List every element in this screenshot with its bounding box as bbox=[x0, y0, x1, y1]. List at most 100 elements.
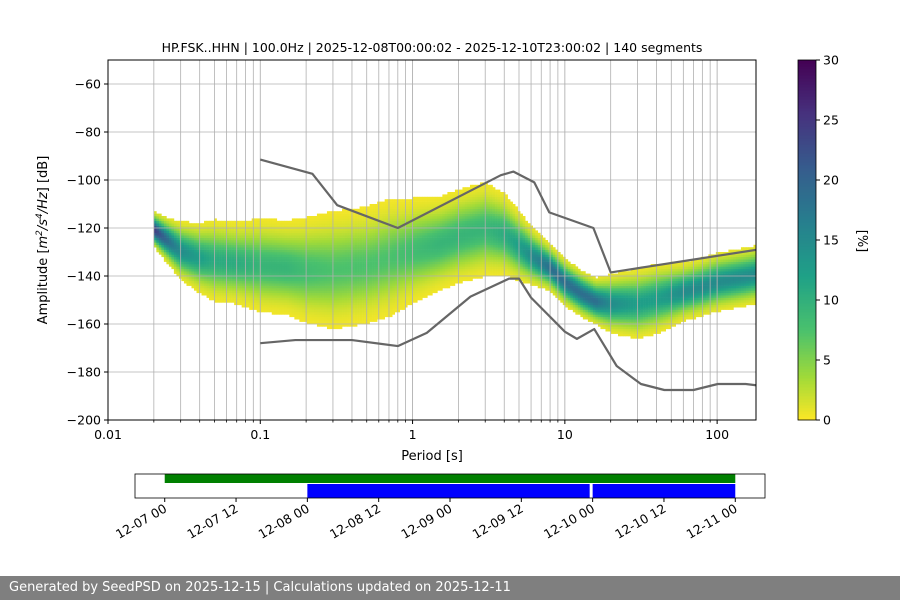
heatmap-cell bbox=[296, 307, 300, 310]
heatmap-cell bbox=[432, 244, 436, 248]
heatmap-cell bbox=[204, 283, 207, 286]
heatmap-cell bbox=[452, 194, 456, 198]
heatmap-cell bbox=[221, 271, 225, 274]
heatmap-cell bbox=[249, 256, 252, 260]
heatmap-cell bbox=[334, 280, 338, 284]
heatmap-cell bbox=[437, 249, 441, 253]
heatmap-cell bbox=[357, 235, 360, 238]
heatmap-cell bbox=[183, 223, 187, 226]
heatmap-cell bbox=[464, 266, 468, 270]
heatmap-cell bbox=[362, 309, 365, 313]
heatmap-cell bbox=[359, 247, 363, 250]
heatmap-cell bbox=[447, 211, 451, 214]
heatmap-cell bbox=[467, 216, 471, 219]
heatmap-cell bbox=[296, 259, 300, 262]
heatmap-cell bbox=[459, 271, 463, 274]
heatmap-cell bbox=[432, 283, 436, 286]
heatmap-cell bbox=[357, 252, 360, 255]
heatmap-cell bbox=[352, 268, 355, 272]
heatmap-cell bbox=[296, 252, 300, 255]
heatmap-cell bbox=[166, 256, 170, 260]
heatmap-cell bbox=[236, 228, 240, 231]
heatmap-cell bbox=[309, 304, 313, 308]
heatmap-cell bbox=[314, 252, 318, 255]
heatmap-cell bbox=[191, 249, 195, 253]
heatmap-cell bbox=[419, 276, 423, 279]
heatmap-cell bbox=[454, 271, 458, 274]
heatmap-cell bbox=[357, 316, 360, 320]
heatmap-cell bbox=[234, 247, 237, 250]
heatmap-cell bbox=[452, 280, 456, 284]
heatmap-cell bbox=[291, 307, 295, 310]
heatmap-cell bbox=[372, 300, 375, 303]
heatmap-cell bbox=[424, 206, 428, 210]
heatmap-cell bbox=[369, 268, 373, 272]
heatmap-cell bbox=[166, 252, 170, 255]
heatmap-cell bbox=[337, 314, 340, 318]
heatmap-cell bbox=[269, 288, 273, 291]
heatmap-cell bbox=[321, 247, 325, 250]
heatmap-cell bbox=[389, 300, 393, 303]
heatmap-cell bbox=[331, 302, 335, 306]
heatmap-cell bbox=[449, 264, 453, 267]
heatmap-cell bbox=[339, 235, 343, 238]
heatmap-cell bbox=[382, 314, 385, 318]
heatmap-cell bbox=[357, 216, 360, 219]
heatmap-cell bbox=[402, 216, 406, 219]
heatmap-cell bbox=[419, 256, 423, 260]
heatmap-cell bbox=[442, 276, 446, 279]
heatmap-cell bbox=[306, 268, 310, 272]
heatmap-cell bbox=[296, 220, 300, 224]
heatmap-cell bbox=[462, 256, 466, 260]
heatmap-cell bbox=[339, 295, 343, 298]
heatmap-cell bbox=[281, 283, 285, 286]
heatmap-cell bbox=[316, 254, 320, 258]
heatmap-cell bbox=[229, 237, 232, 241]
heatmap-cell bbox=[442, 273, 446, 277]
heatmap-cell bbox=[286, 223, 290, 226]
heatmap-cell bbox=[274, 228, 278, 231]
heatmap-cell bbox=[369, 312, 373, 315]
heatmap-cell bbox=[372, 232, 375, 236]
heatmap-cell bbox=[209, 264, 212, 267]
heatmap-cell bbox=[188, 223, 192, 226]
heatmap-cell bbox=[324, 314, 328, 318]
heatmap-cell bbox=[364, 302, 368, 306]
heatmap-cell bbox=[349, 321, 353, 325]
heatmap-cell bbox=[176, 264, 180, 267]
heatmap-cell bbox=[409, 292, 413, 296]
heatmap-cell bbox=[284, 252, 288, 255]
heatmap-cell bbox=[231, 276, 235, 279]
heatmap-cell bbox=[331, 285, 335, 289]
heatmap-cell bbox=[241, 230, 245, 234]
heatmap-cell bbox=[389, 199, 393, 202]
psd-plot-area: 0.01 0.1 1 10 100 −200−180−160−140−120−100−8… bbox=[67, 59, 757, 442]
heatmap-cell bbox=[284, 220, 288, 224]
heatmap-cell bbox=[417, 247, 421, 250]
heatmap-cell bbox=[299, 276, 303, 279]
heatmap-cell bbox=[231, 240, 235, 243]
heatmap-cell bbox=[422, 290, 426, 294]
heatmap-cell bbox=[306, 319, 310, 322]
heatmap-cell bbox=[314, 256, 318, 260]
heatmap-cell bbox=[294, 235, 298, 238]
heatmap-cell bbox=[183, 235, 187, 238]
heatmap-cell bbox=[156, 216, 160, 219]
heatmap-cell bbox=[469, 228, 473, 231]
heatmap-cell bbox=[399, 256, 403, 260]
heatmap-cell bbox=[231, 244, 235, 248]
heatmap-cell bbox=[161, 220, 165, 224]
heatmap-cell bbox=[319, 252, 323, 255]
heatmap-cell bbox=[256, 268, 260, 272]
heatmap-cell bbox=[424, 252, 428, 255]
heatmap-cell bbox=[249, 268, 252, 272]
heatmap-cell bbox=[188, 232, 192, 236]
heatmap-cell bbox=[254, 232, 258, 236]
heatmap-cell bbox=[359, 280, 363, 284]
heatmap-cell bbox=[158, 244, 162, 248]
heatmap-cell bbox=[349, 278, 353, 282]
heatmap-cell bbox=[344, 280, 348, 284]
heatmap-cell bbox=[342, 254, 345, 258]
heatmap-cell bbox=[281, 304, 285, 308]
heatmap-cell bbox=[339, 225, 343, 229]
